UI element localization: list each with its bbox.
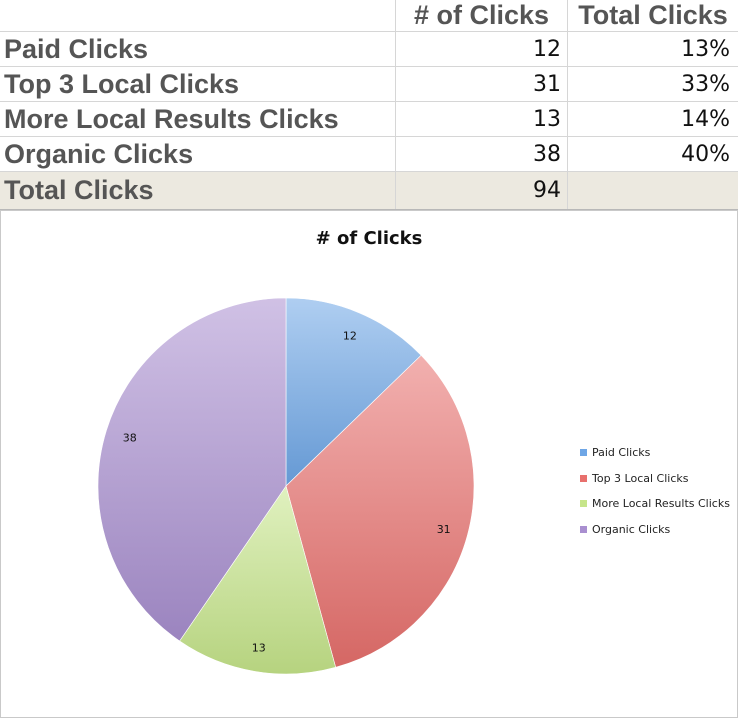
pie-slice-organic-clicks bbox=[97, 297, 287, 642]
table-row: Paid Clicks 12 13% bbox=[0, 32, 738, 67]
total-label: Total Clicks bbox=[0, 172, 396, 209]
legend-item: More Local Results Clicks bbox=[580, 491, 730, 517]
table-header-row: # of Clicks Total Clicks bbox=[0, 0, 738, 32]
pie-slice-top-3-local-clicks bbox=[285, 354, 475, 668]
row-label: Organic Clicks bbox=[0, 137, 396, 171]
legend-swatch bbox=[580, 449, 587, 457]
table-row: Top 3 Local Clicks 31 33% bbox=[0, 67, 738, 102]
table-total-row: Total Clicks 94 bbox=[0, 172, 738, 210]
row-count: 31 bbox=[396, 67, 568, 101]
row-percent: 40% bbox=[681, 141, 730, 167]
clicks-table: # of Clicks Total Clicks Paid Clicks 12 … bbox=[0, 0, 738, 210]
legend-label: Paid Clicks bbox=[592, 446, 651, 460]
row-count: 12 bbox=[396, 32, 568, 66]
total-percent-empty bbox=[568, 172, 738, 209]
legend-item: Paid Clicks bbox=[580, 440, 730, 466]
total-count: 94 bbox=[396, 172, 568, 209]
pie-slice-paid-clicks bbox=[285, 297, 422, 487]
legend-item: Organic Clicks bbox=[580, 517, 730, 543]
row-percent: 33% bbox=[681, 71, 730, 97]
row-count: 38 bbox=[396, 137, 568, 171]
row-percent: 13% bbox=[681, 36, 730, 62]
row-label: Top 3 Local Clicks bbox=[0, 67, 396, 101]
row-count: 13 bbox=[396, 102, 568, 136]
chart-legend: Paid Clicks Top 3 Local Clicks More Local … bbox=[580, 440, 730, 542]
legend-label: More Local Results Clicks bbox=[592, 497, 730, 511]
row-label: More Local Results Clicks bbox=[0, 102, 396, 136]
row-label: Paid Clicks bbox=[0, 32, 396, 66]
table-row: Organic Clicks 38 40% bbox=[0, 137, 738, 172]
header-total-clicks: Total Clicks bbox=[578, 0, 728, 30]
legend-swatch bbox=[580, 474, 587, 482]
chart-title: # of Clicks bbox=[315, 228, 423, 249]
pie-data-label: 38 bbox=[123, 432, 137, 445]
legend-swatch bbox=[580, 500, 587, 508]
legend-swatch bbox=[580, 525, 587, 533]
pie-data-label: 12 bbox=[343, 329, 357, 342]
pie-data-label: 31 bbox=[437, 523, 451, 536]
header-clicks: # of Clicks bbox=[396, 0, 568, 31]
legend-item: Top 3 Local Clicks bbox=[580, 466, 730, 492]
table-row: More Local Results Clicks 13 14% bbox=[0, 102, 738, 137]
header-label-cell bbox=[0, 0, 396, 31]
legend-label: Organic Clicks bbox=[592, 522, 671, 536]
row-percent: 14% bbox=[681, 106, 730, 132]
pie-data-label: 13 bbox=[252, 641, 266, 654]
pie-slice-more-local-results-clicks bbox=[179, 485, 337, 675]
legend-label: Top 3 Local Clicks bbox=[592, 471, 689, 485]
